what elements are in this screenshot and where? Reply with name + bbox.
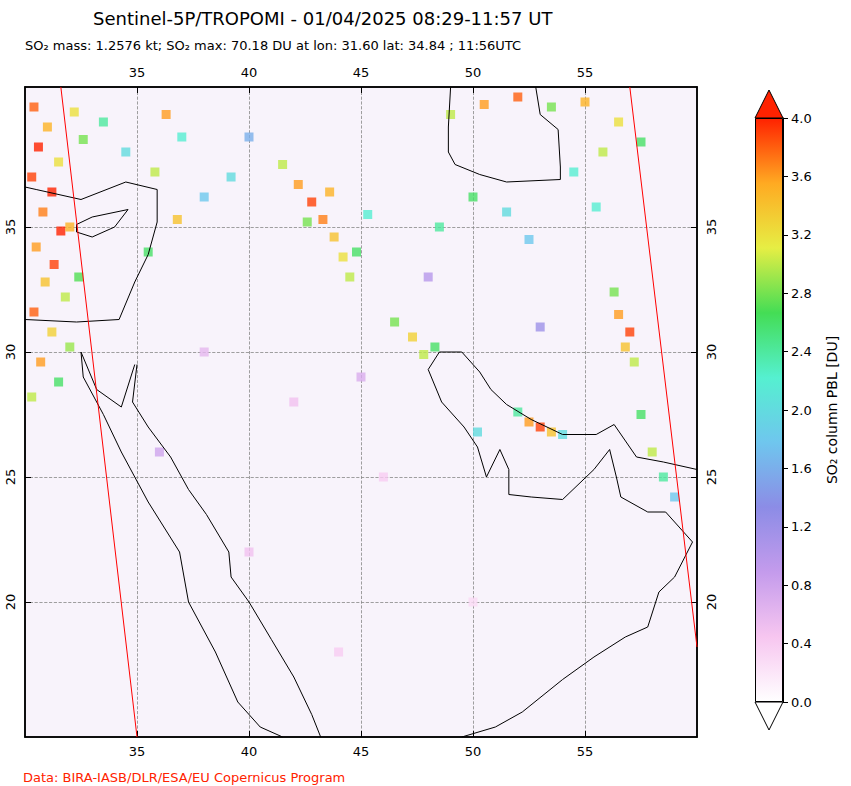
svg-text:40: 40 (241, 65, 258, 80)
svg-text:2.4: 2.4 (791, 344, 812, 359)
svg-text:0.8: 0.8 (791, 578, 812, 593)
svg-text:3.2: 3.2 (791, 227, 812, 242)
svg-text:25: 25 (704, 469, 719, 486)
svg-text:2.0: 2.0 (791, 403, 812, 418)
svg-text:2.8: 2.8 (791, 286, 812, 301)
svg-text:45: 45 (353, 744, 370, 759)
svg-text:35: 35 (704, 219, 719, 236)
svg-text:1.2: 1.2 (791, 519, 812, 534)
svg-text:35: 35 (129, 744, 146, 759)
svg-text:25: 25 (3, 469, 18, 486)
svg-text:1.6: 1.6 (791, 461, 812, 476)
svg-text:SO₂ column PBL [DU]: SO₂ column PBL [DU] (824, 336, 840, 484)
svg-text:20: 20 (704, 594, 719, 611)
svg-text:Sentinel-5P/TROPOMI - 01/04/20: Sentinel-5P/TROPOMI - 01/04/2025 08:29-1… (93, 8, 553, 29)
svg-text:Data: BIRA-IASB/DLR/ESA/EU Cop: Data: BIRA-IASB/DLR/ESA/EU Copernicus Pr… (23, 770, 345, 785)
svg-text:30: 30 (3, 344, 18, 361)
svg-text:0.0: 0.0 (791, 695, 812, 710)
svg-text:SO₂ mass: 1.2576 kt; SO₂ max:: SO₂ mass: 1.2576 kt; SO₂ max: 70.18 DU a… (25, 38, 521, 53)
svg-text:35: 35 (129, 65, 146, 80)
svg-text:50: 50 (465, 65, 482, 80)
svg-text:20: 20 (3, 594, 18, 611)
svg-text:40: 40 (241, 744, 258, 759)
svg-text:30: 30 (704, 344, 719, 361)
svg-text:50: 50 (465, 744, 482, 759)
svg-text:0.4: 0.4 (791, 636, 812, 651)
svg-text:55: 55 (577, 65, 594, 80)
svg-text:55: 55 (577, 744, 594, 759)
svg-text:4.0: 4.0 (791, 111, 812, 126)
svg-text:35: 35 (3, 219, 18, 236)
svg-text:3.6: 3.6 (791, 169, 812, 184)
svg-text:45: 45 (353, 65, 370, 80)
